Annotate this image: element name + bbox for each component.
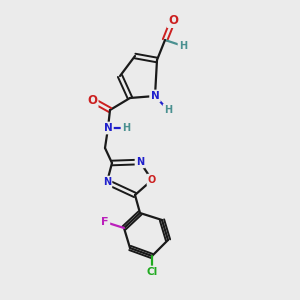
Text: Cl: Cl bbox=[146, 267, 158, 277]
Text: N: N bbox=[103, 177, 111, 187]
Text: O: O bbox=[148, 175, 156, 185]
Text: N: N bbox=[103, 123, 112, 133]
Text: H: H bbox=[179, 41, 187, 51]
Text: O: O bbox=[168, 14, 178, 26]
Text: O: O bbox=[87, 94, 97, 106]
Text: N: N bbox=[136, 157, 144, 167]
Text: H: H bbox=[164, 105, 172, 115]
Text: F: F bbox=[101, 217, 109, 227]
Text: H: H bbox=[122, 123, 130, 133]
Text: N: N bbox=[151, 91, 159, 101]
